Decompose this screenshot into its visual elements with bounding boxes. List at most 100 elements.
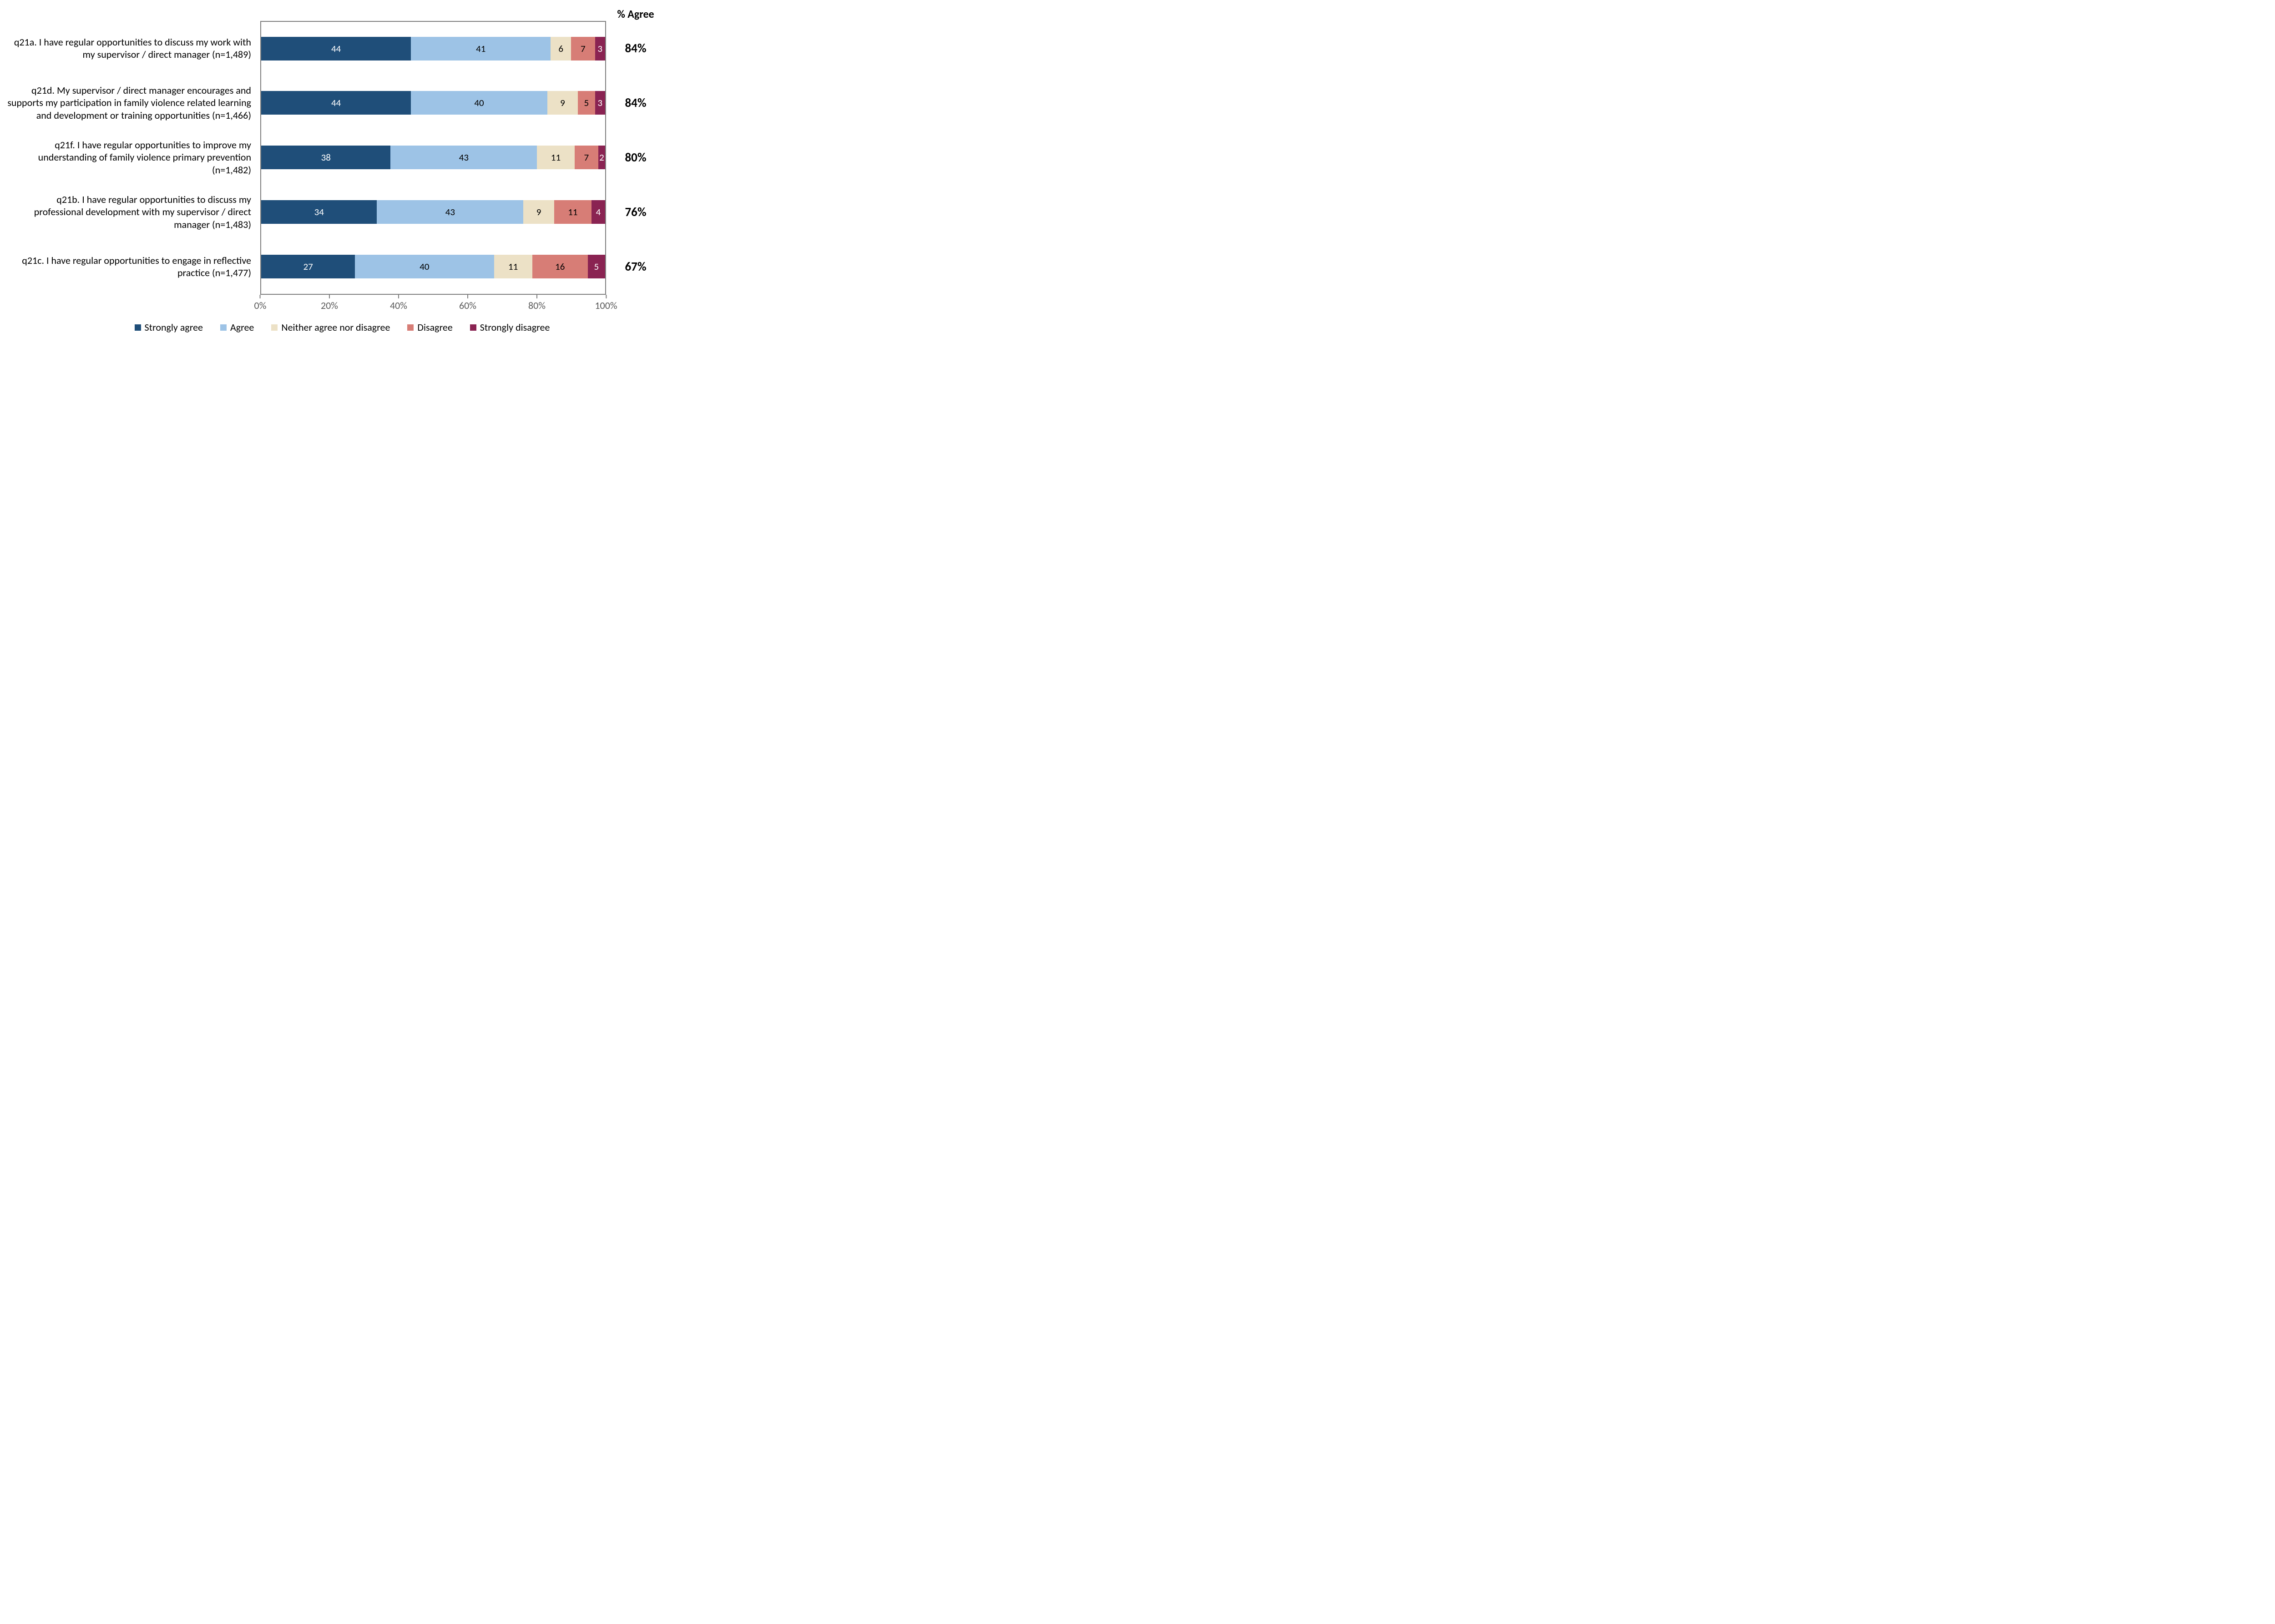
plot-cell: 44 40 9 53 <box>260 76 606 130</box>
tick-label: 0% <box>254 299 267 312</box>
tick-label: 80% <box>528 299 546 312</box>
segment-value: 3 <box>597 43 602 55</box>
segment-value: 11 <box>568 206 577 218</box>
chart-row: q21b. I have regular opportunities to di… <box>5 185 679 239</box>
bar-segment-strongly_disagree: 4 <box>592 200 605 224</box>
bar-segment-strongly_agree: 44 <box>261 91 411 115</box>
tick-label: 40% <box>390 299 407 312</box>
bar-segment-neither: 6 <box>551 37 571 61</box>
chart-row: q21f. I have regular opportunities to im… <box>5 130 679 185</box>
legend-label: Disagree <box>417 321 452 333</box>
segment-value: 7 <box>584 151 589 163</box>
bar-segment-agree: 40 <box>411 91 547 115</box>
x-tick: 40% <box>390 295 407 312</box>
bar-segment-agree: 43 <box>390 146 537 169</box>
bar-segment-neither: 11 <box>494 255 532 278</box>
stacked-bar: 27 40 11 16 5 <box>261 255 605 278</box>
tick-mark <box>398 295 399 298</box>
axis-spacer <box>5 294 260 315</box>
x-tick: 100% <box>595 295 617 312</box>
tick-label: 100% <box>595 299 617 312</box>
pct-agree-value: 67% <box>606 259 665 274</box>
plot-cell: 34 43 9 11 4 <box>260 185 606 239</box>
bar-segment-strongly_agree: 38 <box>261 146 390 169</box>
legend-item: Strongly agree <box>135 321 203 333</box>
stacked-bar-chart: % Agree q21a. I have regular opportuniti… <box>5 5 679 333</box>
stacked-bar: 44 41 6 73 <box>261 37 605 61</box>
tick-label: 60% <box>459 299 476 312</box>
plot-cell: 44 41 6 73 <box>260 21 606 76</box>
chart-row: q21c. I have regular opportunities to en… <box>5 239 679 294</box>
tick-mark <box>606 295 607 298</box>
bar-segment-neither: 9 <box>547 91 578 115</box>
legend-swatch <box>135 324 141 331</box>
bar-segment-strongly_disagree: 5 <box>588 255 605 278</box>
legend: Strongly agree Agree Neither agree nor dis… <box>5 321 679 333</box>
bar-segment-disagree: 7 <box>571 37 595 61</box>
row-label: q21c. I have regular opportunities to en… <box>5 254 260 279</box>
tick-label: 20% <box>321 299 338 312</box>
chart-rows: q21a. I have regular opportunities to di… <box>5 21 679 294</box>
row-label: q21a. I have regular opportunities to di… <box>5 36 260 61</box>
x-tick: 80% <box>528 295 546 312</box>
segment-value: 9 <box>560 97 565 109</box>
bar-segment-agree: 40 <box>355 255 494 278</box>
legend-swatch <box>220 324 227 331</box>
x-tick: 0% <box>254 295 267 312</box>
x-tick: 60% <box>459 295 476 312</box>
x-axis: 0%20%40%60%80%100% <box>260 294 606 315</box>
tick-mark <box>467 295 468 298</box>
x-axis-row: 0% 20% 40% 60% 80% 100% <box>5 294 679 315</box>
row-label: q21d. My supervisor / direct manager enc… <box>5 84 260 122</box>
bar-segment-agree: 43 <box>377 200 523 224</box>
segment-value: 3 <box>597 97 602 109</box>
legend-item: Strongly disagree <box>470 321 550 333</box>
segment-value: 34 <box>314 206 324 218</box>
tick-mark <box>329 295 330 298</box>
stacked-bar: 44 40 9 53 <box>261 91 605 115</box>
tick-mark <box>536 295 537 298</box>
stacked-bar: 38 43 11 72 <box>261 146 605 169</box>
bar-segment-disagree: 16 <box>532 255 588 278</box>
segment-value: 6 <box>558 43 563 55</box>
segment-value: 4 <box>596 206 601 218</box>
legend-item: Neither agree nor disagree <box>271 321 390 333</box>
bar-segment-neither: 11 <box>537 146 574 169</box>
pct-agree-value: 76% <box>606 205 665 220</box>
segment-value: 7 <box>581 43 586 55</box>
segment-value: 41 <box>476 43 485 55</box>
tick-mark <box>260 295 261 298</box>
segment-value: 38 <box>321 151 331 163</box>
bar-segment-disagree: 11 <box>554 200 592 224</box>
legend-swatch <box>470 324 476 331</box>
x-tick: 20% <box>321 295 338 312</box>
bar-segment-agree: 41 <box>411 37 551 61</box>
legend-item: Agree <box>220 321 254 333</box>
segment-value: 27 <box>303 261 313 272</box>
segment-value: 43 <box>445 206 455 218</box>
segment-value: 5 <box>594 261 599 272</box>
pct-agree-value: 84% <box>606 41 665 56</box>
segment-value: 11 <box>508 261 518 272</box>
bar-segment-strongly_agree: 34 <box>261 200 377 224</box>
segment-value: 43 <box>459 151 469 163</box>
legend-label: Strongly disagree <box>480 321 550 333</box>
row-label: q21f. I have regular opportunities to im… <box>5 139 260 177</box>
pct-agree-value: 80% <box>606 150 665 165</box>
segment-value: 5 <box>584 97 589 109</box>
bar-segment-neither: 9 <box>523 200 554 224</box>
legend-label: Neither agree nor disagree <box>281 321 390 333</box>
plot-cell: 38 43 11 72 <box>260 130 606 185</box>
bar-segment-strongly_disagree: 3 <box>595 91 605 115</box>
segment-value: 40 <box>420 261 429 272</box>
bar-segment-strongly_agree: 27 <box>261 255 355 278</box>
segment-value: 2 <box>599 151 604 163</box>
segment-value: 44 <box>331 43 341 55</box>
pct-agree-header: % Agree <box>606 8 665 21</box>
segment-value: 44 <box>331 97 341 109</box>
stacked-bar: 34 43 9 11 4 <box>261 200 605 224</box>
bar-segment-strongly_disagree: 2 <box>598 146 605 169</box>
legend-label: Agree <box>230 321 254 333</box>
bar-segment-disagree: 7 <box>575 146 598 169</box>
legend-swatch <box>271 324 278 331</box>
